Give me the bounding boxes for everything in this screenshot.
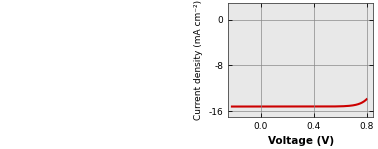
Y-axis label: Current density (mA cm⁻²): Current density (mA cm⁻²) (194, 0, 203, 120)
X-axis label: Voltage (V): Voltage (V) (268, 136, 334, 146)
